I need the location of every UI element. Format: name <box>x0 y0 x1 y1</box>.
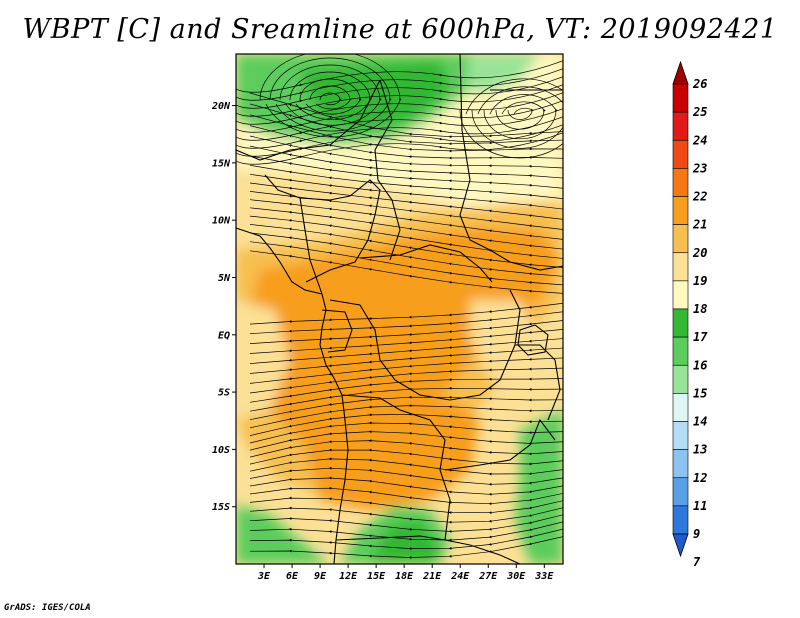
colorbar-label: 14 <box>693 415 707 429</box>
streamline <box>249 250 563 294</box>
chart-title: WBPT [C] and Sreamline at 600hPa, VT: 20… <box>22 14 778 45</box>
lon-tick-label: 33E <box>534 571 554 582</box>
streamline <box>236 116 563 149</box>
lat-tick-label: 10S <box>212 445 230 456</box>
streamline <box>236 84 563 117</box>
colorbar-segment <box>672 224 689 254</box>
colorbar-segment <box>672 477 689 507</box>
border-congo-drc <box>329 289 521 401</box>
border-gabon <box>321 309 353 353</box>
colorbar-segment <box>672 308 689 338</box>
country-borders <box>236 54 563 564</box>
coastline-west-africa <box>236 227 323 295</box>
border-angola-drc <box>341 394 451 541</box>
lat-tick-label: 15S <box>212 502 230 513</box>
lat-tick-label: 15N <box>212 158 231 169</box>
lon-tick-label: 24E <box>450 571 470 582</box>
streamline <box>236 76 563 109</box>
streamline <box>459 78 563 159</box>
border-cameroon <box>299 197 323 295</box>
colorbar-bottom-triangle <box>672 533 689 558</box>
lon-tick-label: 21E <box>422 571 442 582</box>
border-namibia <box>335 535 521 564</box>
streamline <box>236 68 563 101</box>
field-green-light-ne <box>465 54 540 95</box>
border-zambia <box>444 418 556 471</box>
colorbar-segment <box>672 111 689 141</box>
colorbar-segment <box>672 83 689 113</box>
colorbar-segment <box>672 364 689 394</box>
grads-credit: GrADS: IGES/COLA <box>4 603 91 613</box>
colorbar-segment <box>672 168 689 197</box>
colorbar-segment <box>672 449 689 479</box>
lat-tick-label: 10N <box>212 216 231 227</box>
longitude-axis: 3E 6E 9E 12E 15E 18E 21E 24E 27E 30E 33E <box>257 564 554 582</box>
colorbar-label: 23 <box>692 161 707 175</box>
border-chad <box>374 79 401 261</box>
colorbar-segment <box>672 280 689 310</box>
colorbar-label: 24 <box>692 133 707 147</box>
lon-tick-label: 6E <box>286 571 299 582</box>
colorbar-label: 18 <box>693 302 707 316</box>
colorbar-label: 9 <box>693 527 700 541</box>
colorbar-label: 7 <box>693 555 701 569</box>
colorbar-label: 19 <box>693 274 707 288</box>
colorbar-label: 20 <box>692 246 707 260</box>
streamlines <box>236 54 563 559</box>
colorbar-segment <box>672 336 689 366</box>
colorbar-label: 26 <box>692 77 707 91</box>
border-mali-niger <box>236 79 381 161</box>
lat-tick-label: 5N <box>218 273 231 284</box>
colorbar-top-triangle <box>672 60 689 85</box>
streamline <box>236 108 563 141</box>
colorbar-segment <box>672 393 689 422</box>
streamline <box>236 132 563 165</box>
streamline <box>236 60 563 93</box>
lon-tick-label: 3E <box>257 571 271 582</box>
colorbar-label: 22 <box>692 190 707 204</box>
colorbar-label: 17 <box>693 330 708 344</box>
colorbar-segment <box>672 196 689 225</box>
border-nigeria <box>264 174 381 283</box>
streamline <box>249 536 563 559</box>
lon-tick-label: 30E <box>506 571 526 582</box>
lat-tick-label: EQ <box>218 330 230 341</box>
colorbar-label: 15 <box>693 386 707 400</box>
colorbar-label: 21 <box>692 218 707 232</box>
colorbar: 26 25 24 23 22 21 20 19 18 17 16 15 14 13 12 11 9 7 <box>672 60 708 569</box>
lon-tick-label: 18E <box>395 571 414 582</box>
colorbar-label: 13 <box>693 443 707 457</box>
field-cream-west <box>236 300 290 420</box>
streamline <box>236 92 563 125</box>
lon-tick-label: 27E <box>478 571 498 582</box>
lat-tick-label: 20N <box>211 101 231 112</box>
streamline <box>236 124 563 157</box>
lon-tick-label: 15E <box>367 571 386 582</box>
streamline <box>483 94 558 140</box>
lat-tick-label: 5S <box>218 388 230 399</box>
streamline <box>236 100 563 133</box>
lon-tick-label: 9E <box>314 571 327 582</box>
colorbar-label: 16 <box>693 358 707 372</box>
border-car <box>359 244 493 283</box>
border-tanzania <box>515 344 561 421</box>
streamline <box>507 107 534 120</box>
lake-victoria <box>517 324 549 356</box>
colorbar-segment <box>672 252 689 282</box>
colorbar-label: 11 <box>693 499 707 513</box>
map-area <box>236 54 563 564</box>
latitude-axis: 20N 15N 10N 5N EQ 5S 10S 15S <box>211 101 236 513</box>
lon-tick-label: 12E <box>339 571 358 582</box>
colorbar-segment <box>672 505 689 535</box>
colorbar-segment <box>672 139 689 169</box>
colorbar-segment <box>672 421 689 450</box>
colorbar-label: 25 <box>692 105 707 119</box>
border-sudan <box>459 54 563 271</box>
colorbar-label: 12 <box>693 471 707 485</box>
map-frame <box>235 53 564 565</box>
